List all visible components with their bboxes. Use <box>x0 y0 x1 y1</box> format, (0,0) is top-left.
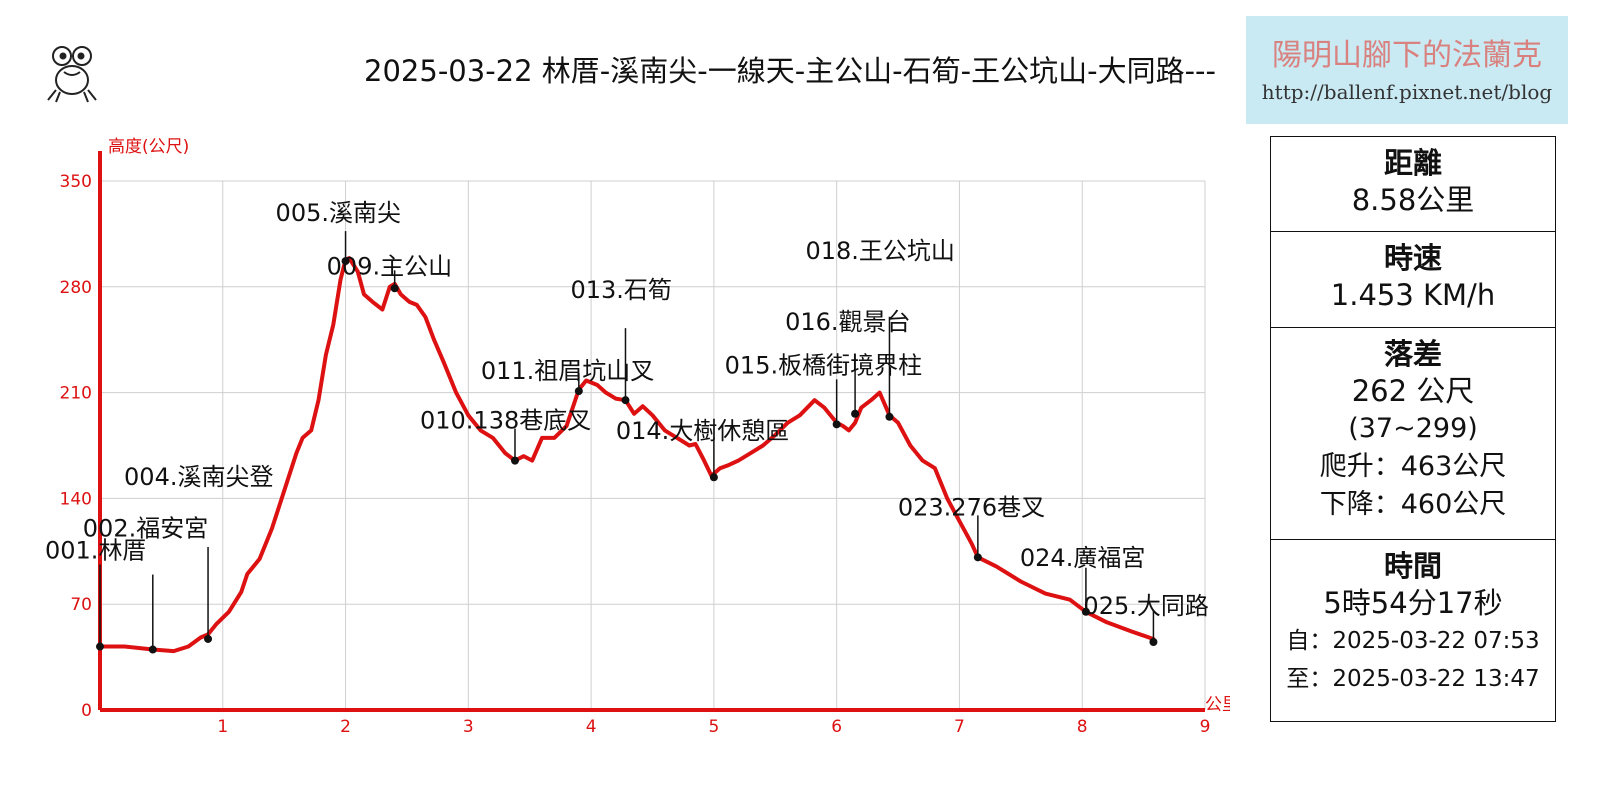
y-tick-label: 140 <box>60 489 92 509</box>
waypoint-marker <box>148 645 157 654</box>
x-tick-label: 6 <box>831 717 842 737</box>
x-tick-label: 4 <box>586 717 597 737</box>
elevation-label: 落差 <box>1383 337 1442 371</box>
y-tick-label: 70 <box>70 595 92 615</box>
ascent-value: 爬升：463公尺 <box>1319 451 1507 482</box>
speed-value: 1.453 KM/h <box>1330 278 1496 312</box>
distance-label: 距離 <box>1383 146 1442 180</box>
tick-labels: 1 2 3 4 5 6 7 8 9 0 70 140 210 280 350 <box>60 172 1211 737</box>
blog-brand-box[interactable]: 陽明山腳下的法蘭克 http://ballenf.pixnet.net/blog <box>1246 16 1568 124</box>
blog-name: 陽明山腳下的法蘭克 <box>1272 38 1542 73</box>
y-axis-label: 高度(公尺) <box>108 137 189 157</box>
waypoint-label: 001.林厝 <box>45 537 146 565</box>
waypoint-label: 011.祖眉坑山叉 <box>481 357 654 385</box>
waypoint-label: 015.板橋街境界柱 <box>725 351 922 379</box>
waypoint-label: 004.溪南尖登 <box>124 463 273 491</box>
waypoint-label: 024.廣福宮 <box>1020 544 1145 572</box>
elevation-chart: 1 2 3 4 5 6 7 8 9 0 70 140 210 280 350 高度(公尺) 公里 001.林… <box>45 137 1230 737</box>
waypoint-marker <box>621 396 630 405</box>
x-axis-label: 公里 <box>1205 695 1230 715</box>
waypoint-marker <box>574 387 583 396</box>
y-tick-label: 0 <box>81 701 92 721</box>
speed-label: 時速 <box>1383 241 1442 275</box>
waypoint-label: 025.大同路 <box>1083 592 1208 620</box>
speed-box: 時速 1.453 KM/h <box>1271 231 1555 327</box>
start-time: 自：2025-03-22 07:53 <box>1286 628 1540 654</box>
waypoint-label: 018.王公坑山 <box>805 237 954 265</box>
y-tick-label: 350 <box>60 172 92 192</box>
waypoint-label: 013.石筍 <box>570 276 671 304</box>
elevation-series <box>98 256 1156 654</box>
waypoint-marker <box>1081 607 1090 616</box>
waypoint-label: 016.觀景台 <box>785 308 910 336</box>
waypoint-marker <box>973 553 982 562</box>
x-tick-label: 2 <box>340 717 351 737</box>
waypoint-marker <box>390 284 399 293</box>
x-tick-label: 5 <box>708 717 719 737</box>
descent-value: 下降：460公尺 <box>1319 489 1507 520</box>
waypoint-marker <box>510 456 519 465</box>
y-tick-label: 210 <box>60 384 92 404</box>
x-tick-label: 9 <box>1200 717 1211 737</box>
elevation-value: 262 公尺 <box>1351 374 1475 408</box>
waypoint-label: 002.福安宮 <box>83 515 208 543</box>
x-tick-label: 3 <box>463 717 474 737</box>
waypoint-label: 014.大樹休憩區 <box>616 417 789 445</box>
waypoint-label: 009.主公山 <box>327 252 452 280</box>
time-label: 時間 <box>1383 549 1442 583</box>
x-tick-label: 7 <box>954 717 965 737</box>
elevation-line <box>98 256 1156 654</box>
end-time: 至：2025-03-22 13:47 <box>1286 666 1540 692</box>
waypoint-label: 005.溪南尖 <box>276 199 401 227</box>
waypoint-marker <box>204 634 213 643</box>
y-tick-label: 280 <box>60 278 92 298</box>
elevation-range: (37~299) <box>1348 413 1478 444</box>
waypoint-marker <box>709 473 718 482</box>
duration-value: 5時54分17秒 <box>1323 586 1503 620</box>
waypoint-marker <box>832 420 841 429</box>
distance-value: 8.58公里 <box>1351 183 1475 217</box>
elevation-box: 落差 262 公尺 (37~299) 爬升：463公尺 下降：460公尺 <box>1271 327 1555 539</box>
waypoint-label: 023.276巷叉 <box>898 493 1045 521</box>
x-tick-label: 8 <box>1077 717 1088 737</box>
waypoint-marker <box>341 257 350 266</box>
waypoint-marker <box>851 409 860 418</box>
chart-title: 2025-03-22 林厝-溪南尖-一線天-主公山-石筍-王公坑山-大同路--- <box>364 54 1216 88</box>
waypoint-label: 010.138巷底叉 <box>420 407 591 435</box>
time-box: 時間 5時54分17秒 自：2025-03-22 07:53 至：2025-03… <box>1271 539 1555 720</box>
frog-icon <box>44 40 100 104</box>
stats-panel: 距離 8.58公里 時速 1.453 KM/h 落差 262 公尺 (37~29… <box>1270 136 1556 722</box>
x-tick-label: 1 <box>217 717 228 737</box>
distance-box: 距離 8.58公里 <box>1271 137 1555 231</box>
waypoint-marker <box>1149 637 1158 646</box>
grid-lines <box>100 180 1206 710</box>
waypoint-marker <box>96 642 104 651</box>
waypoint-marker <box>885 412 894 421</box>
blog-url[interactable]: http://ballenf.pixnet.net/blog <box>1261 80 1553 104</box>
